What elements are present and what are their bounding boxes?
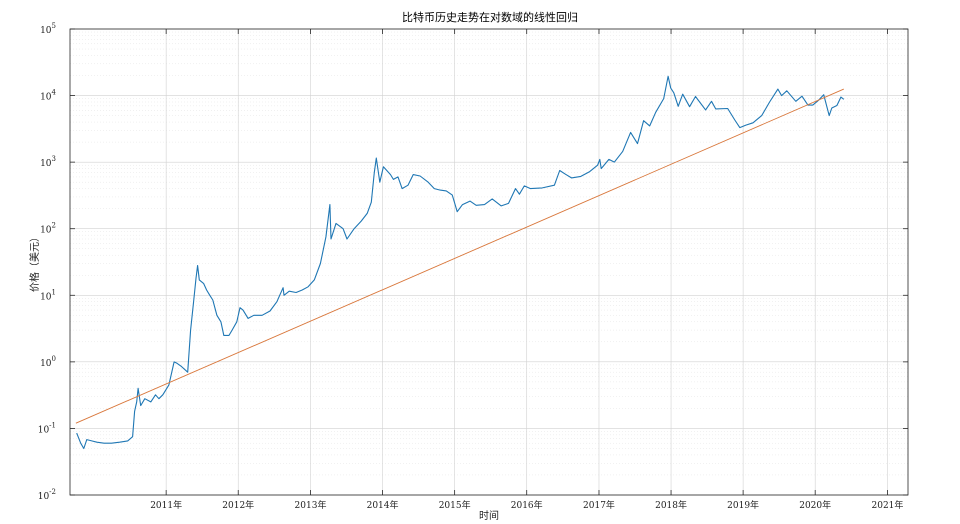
y-tick-label: 100 [40,355,56,369]
x-tick-label: 2014年 [367,499,399,511]
x-axis-label: 时间 [479,509,499,522]
x-tick-label: 2011年 [150,499,182,511]
x-tick-label: 2021年 [872,499,904,511]
y-tick-label: 103 [40,155,56,169]
plot-frame [69,28,909,496]
series-line-1 [76,75,845,450]
x-tick-label: 2018年 [655,499,687,511]
x-tick-label: 2015年 [439,499,471,511]
chart-title: 比特币历史走势在对数域的线性回归 [402,10,578,24]
x-tick-label: 2012年 [222,499,254,511]
series-line-2 [75,88,844,424]
x-tick-label: 2019年 [727,499,759,511]
y-tick-label: 10-1 [38,421,56,435]
y-tick-label: 104 [40,89,56,103]
x-tick-label: 2016年 [511,499,543,511]
series-group [75,75,845,450]
y-axis-label: 价格（美元） [28,232,41,292]
y-tick-label: 102 [40,222,56,236]
y-axis: 10-2 10-1 100 101 102 103 104 105 [38,22,908,502]
x-axis: 2011年 2012年 2013年 2014年 2015年 2016年 2017年 2018年… [150,29,903,511]
x-tick-label: 2020年 [799,499,831,511]
x-tick-label: 2017年 [583,499,615,511]
grid [70,28,908,496]
y-tick-label: 101 [40,288,56,302]
x-tick-label: 2013年 [295,499,327,511]
y-tick-label: 105 [40,22,56,36]
y-tick-label: 10-2 [38,488,56,502]
